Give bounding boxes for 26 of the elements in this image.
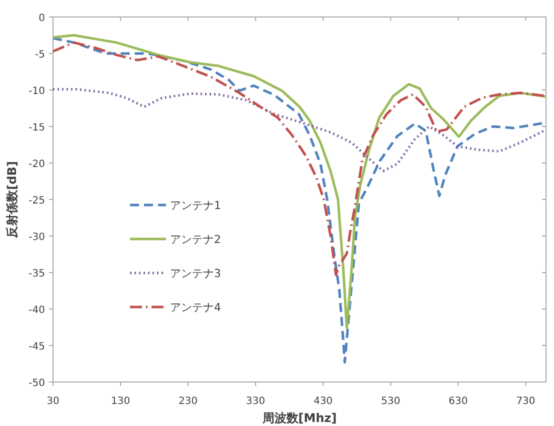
legend-label: アンテナ3 xyxy=(170,267,221,280)
legend-label: アンテナ4 xyxy=(170,301,221,314)
y-tick-label: -35 xyxy=(28,268,45,280)
y-tick-label: -20 xyxy=(28,159,45,170)
x-tick-label: 30 xyxy=(46,396,60,407)
legend-label: アンテナ2 xyxy=(170,233,221,246)
y-tick-label: -40 xyxy=(28,305,45,316)
x-tick-label: 330 xyxy=(246,396,266,407)
y-tick-label: -45 xyxy=(28,342,45,352)
y-tick-label: -5 xyxy=(35,50,45,60)
y-tick-label: -15 xyxy=(28,122,45,134)
y-tick-label: -25 xyxy=(28,196,45,206)
y-tick-label: -30 xyxy=(28,232,45,243)
x-tick-label: 530 xyxy=(381,396,400,407)
y-axis-title: 反射係数[dB] xyxy=(5,161,19,239)
line-series xyxy=(53,88,546,172)
x-axis-title: 周波数[Mhz] xyxy=(261,411,337,425)
x-tick-label: 730 xyxy=(516,396,536,407)
y-tick-label: -50 xyxy=(28,378,45,389)
y-tick-label: -10 xyxy=(28,86,45,97)
x-tick-label: 230 xyxy=(178,396,198,407)
legend-label: アンテナ1 xyxy=(170,199,221,212)
x-tick-label: 430 xyxy=(314,396,333,407)
y-tick-label: 0 xyxy=(38,13,45,24)
x-tick-label: 630 xyxy=(448,396,468,407)
x-tick-label: 130 xyxy=(110,396,130,407)
